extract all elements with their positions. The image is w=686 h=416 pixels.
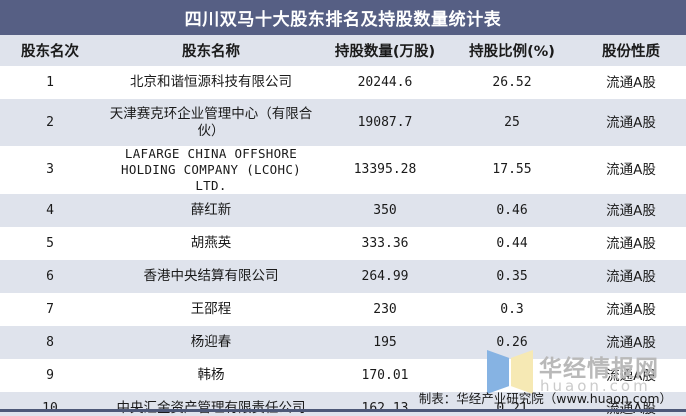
cell-qty: 195 <box>373 334 397 350</box>
cell-qty: 333.36 <box>361 235 409 251</box>
cell-nature: 流通A股 <box>606 202 656 219</box>
cell-nature: 流通A股 <box>606 268 656 285</box>
table-row: 8 杨迎春 195 0.26 流通A股 <box>0 326 686 359</box>
cell-nature: 流通A股 <box>606 301 656 318</box>
cell-pct: 0.46 <box>496 202 528 218</box>
cell-qty: 170.01 <box>361 367 409 383</box>
cell-pct: 17.55 <box>492 162 532 177</box>
shareholder-table: 股东名次 股东名称 持股数量(万股) 持股比例(%) 股份性质 1 北京和谐恒源… <box>0 35 686 416</box>
cell-qty: 13395.28 <box>353 162 417 177</box>
cell-name: 天津赛克环企业管理中心（有限合伙） <box>109 105 313 139</box>
cell-qty: 264.99 <box>361 268 409 284</box>
table-body: 1 北京和谐恒源科技有限公司 20244.6 26.52 流通A股 2 天津赛克… <box>0 66 686 416</box>
column-header-qty: 持股数量(万股) <box>322 35 448 66</box>
table-row: 5 胡燕英 333.36 0.44 流通A股 <box>0 227 686 260</box>
table-row: 1 北京和谐恒源科技有限公司 20244.6 26.52 流通A股 <box>0 66 686 99</box>
table-row: 3 LAFARGE CHINA OFFSHORE HOLDING COMPANY… <box>0 146 686 194</box>
cell-nature: 流通A股 <box>606 74 656 91</box>
bottom-divider <box>0 409 686 412</box>
column-header-nature: 股份性质 <box>576 35 686 66</box>
cell-pct: 0.26 <box>496 334 528 350</box>
figure-title-bar: 四川双马十大股东排名及持股数量统计表 <box>0 0 686 35</box>
cell-nature: 流通A股 <box>606 114 656 131</box>
column-header-rank: 股东名次 <box>0 35 100 66</box>
cell-nature: 流通A股 <box>606 334 656 351</box>
cell-pct: 25 <box>504 114 520 130</box>
cell-rank: 6 <box>46 268 54 284</box>
cell-pct: 0.44 <box>496 235 528 251</box>
table-row: 9 韩杨 170.01 0.22 流通A股 <box>0 359 686 392</box>
cell-name: LAFARGE CHINA OFFSHORE HOLDING COMPANY (… <box>121 146 301 193</box>
table-row: 6 香港中央结算有限公司 264.99 0.35 流通A股 <box>0 260 686 293</box>
cell-rank: 9 <box>46 367 54 383</box>
cell-name: 中央汇金资产管理有限责任公司 <box>116 400 306 416</box>
cell-rank: 5 <box>46 235 54 251</box>
cell-rank: 7 <box>46 301 54 317</box>
cell-name: 韩杨 <box>197 367 225 383</box>
cell-name: 北京和谐恒源科技有限公司 <box>130 74 292 90</box>
table-row: 4 薛红新 350 0.46 流通A股 <box>0 194 686 227</box>
cell-name: 杨迎春 <box>190 334 232 350</box>
cell-pct: 26.52 <box>492 74 532 90</box>
cell-name: 薛红新 <box>190 202 232 218</box>
cell-rank: 1 <box>46 74 54 90</box>
cell-nature: 流通A股 <box>606 367 656 384</box>
table-row: 2 天津赛克环企业管理中心（有限合伙） 19087.7 25 流通A股 <box>0 99 686 146</box>
cell-nature: 流通A股 <box>606 162 656 178</box>
cell-name: 王邵程 <box>190 301 232 317</box>
cell-rank: 3 <box>46 162 54 177</box>
cell-rank: 2 <box>46 114 54 130</box>
cell-qty: 19087.7 <box>357 114 413 130</box>
table-header-row: 股东名次 股东名称 持股数量(万股) 持股比例(%) 股份性质 <box>0 35 686 66</box>
cell-rank: 4 <box>46 202 54 218</box>
cell-qty: 20244.6 <box>357 74 413 90</box>
table-row: 7 王邵程 230 0.3 流通A股 <box>0 293 686 326</box>
cell-nature: 流通A股 <box>606 235 656 252</box>
cell-pct: 0.3 <box>500 301 524 317</box>
column-header-name: 股东名称 <box>100 35 322 66</box>
cell-qty: 350 <box>373 202 397 218</box>
source-note: 制表：华经产业研究院（www.huaon.com） <box>418 391 672 406</box>
cell-rank: 8 <box>46 334 54 350</box>
page-title: 四川双马十大股东排名及持股数量统计表 <box>184 10 502 30</box>
column-header-pct: 持股比例(%) <box>448 35 576 66</box>
cell-pct: 0.35 <box>496 268 528 284</box>
cell-qty: 230 <box>373 301 397 317</box>
cell-name: 香港中央结算有限公司 <box>143 268 279 284</box>
cell-nature: 流通A股 <box>576 392 686 416</box>
cell-name: 胡燕英 <box>190 235 232 251</box>
table-header: 股东名次 股东名称 持股数量(万股) 持股比例(%) 股份性质 <box>0 35 686 66</box>
